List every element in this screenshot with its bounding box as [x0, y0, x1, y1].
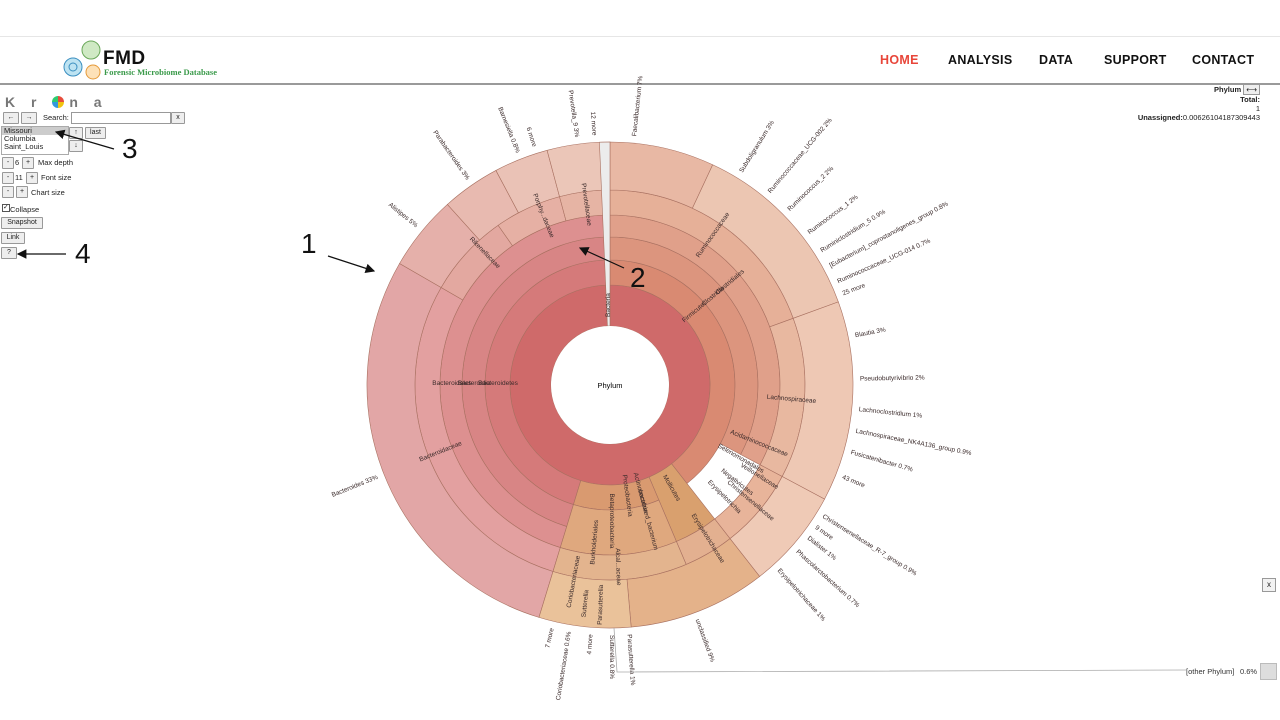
chart-label: Faecalibacterium 7%: [631, 75, 644, 136]
chart-label: Ruminococcus_2 2%: [786, 165, 835, 213]
top-nav-bar: [0, 36, 1280, 85]
chart-label: Subdoligranulum 3%: [738, 119, 776, 174]
center-label: Phylum: [597, 381, 622, 390]
nav-support-link[interactable]: SUPPORT: [1104, 53, 1167, 67]
chart-label: Sutterella: [581, 589, 591, 617]
search-clear-button[interactable]: x: [171, 112, 185, 124]
dataset-option[interactable]: Saint_Louis: [4, 142, 44, 151]
info-panel: Phylum ⟷ Total: 1 Unassigned:0.006261041…: [1138, 84, 1260, 122]
chart-label: 12 more: [589, 111, 598, 136]
other-phylum-leader-line: [613, 627, 1187, 673]
chart-label: 43 more: [841, 474, 866, 490]
total-value: 1: [1255, 104, 1260, 113]
max-depth-label: Max depth: [38, 158, 74, 167]
chart-label: Ruminococcaceae_UCG-014 0.7%: [836, 238, 931, 286]
other-phylum-label: [other Phylum]: [1186, 667, 1235, 676]
total-label: Total:: [1240, 95, 1260, 104]
chart-label: Bacteroidetes: [478, 380, 518, 387]
close-details-button[interactable]: x: [1262, 578, 1276, 592]
fmd-logo-icon[interactable]: [60, 38, 230, 80]
link-button[interactable]: Link: [1, 232, 25, 244]
font-size-value: 11: [15, 173, 23, 182]
nav-data-link[interactable]: DATA: [1039, 53, 1074, 67]
chart-label: Prevotella_9 3%: [567, 90, 581, 138]
chart-label: Coriobacteriaceae 0.6%: [555, 631, 573, 701]
chart-label: Alcal...aceae: [614, 548, 622, 586]
chart-size-minus-button[interactable]: -: [2, 186, 14, 198]
search-input[interactable]: [71, 112, 171, 124]
snapshot-button[interactable]: Snapshot: [1, 217, 43, 229]
chart-label: 6 more: [525, 126, 538, 148]
sutterella-wedge[interactable]: [538, 571, 632, 629]
chart-label: 4 more: [586, 634, 594, 655]
chart-label: Lachnoclostridium 1%: [858, 406, 922, 420]
annotation-4: 4: [75, 238, 91, 269]
chart-label: Lachnospiraceae_NK4A136_group 0.9%: [855, 428, 972, 457]
chart-label: Lachnospiraceae: [766, 394, 816, 405]
max-depth-minus-button[interactable]: -: [2, 157, 14, 169]
other-phylum-percent: 0.6%: [1240, 667, 1258, 676]
font-size-label: Font size: [41, 173, 72, 182]
forward-button[interactable]: →: [21, 112, 37, 124]
chart-size-label: Chart size: [31, 188, 65, 197]
annotation-2: 2: [630, 262, 646, 293]
nav-contact-link[interactable]: CONTACT: [1192, 53, 1255, 67]
dataset-option[interactable]: Columbia: [4, 134, 36, 143]
krona-logo: K r n a: [5, 94, 108, 110]
chart-label: Bacteroides 33%: [331, 474, 379, 499]
chart-label: Christensenellaceae_R-7_group 0.9%: [821, 513, 918, 577]
krona-wheel-icon: [52, 96, 65, 108]
chart-size-plus-button[interactable]: +: [16, 186, 28, 198]
rank-toggle-button[interactable]: ⟷: [1243, 84, 1260, 95]
chart-label: Sutterella 0.8%: [608, 635, 615, 679]
back-button[interactable]: ←: [3, 112, 19, 124]
logo-subtitle: Forensic Microbiome Database: [104, 67, 217, 77]
font-size-plus-button[interactable]: +: [26, 172, 38, 184]
chart-label: 25 more: [842, 282, 867, 297]
chart-label: Barnesiella 0.8%: [496, 106, 521, 154]
chart-label: Bacteroidales: [432, 380, 472, 387]
chart-label: Fusicatenibacter 0.7%: [850, 449, 914, 474]
chart-label: Parasutterella: [597, 584, 605, 625]
chart-label: Pseudobutyrivibrio 2%: [860, 375, 925, 383]
max-depth-plus-button[interactable]: +: [22, 157, 34, 169]
collapse-label: Collapse: [10, 205, 40, 214]
other-phylum-swatch: [1260, 663, 1277, 680]
chart-label: Parasutterella 1%: [625, 634, 636, 686]
wedge-group[interactable]: [366, 141, 854, 629]
chart-label: unclassified 9%: [694, 618, 716, 663]
nav-home-link[interactable]: HOME: [880, 53, 919, 67]
font-size-minus-button[interactable]: -: [2, 172, 14, 184]
search-label: Search:: [43, 113, 69, 122]
center-hole[interactable]: [551, 326, 669, 444]
max-depth-value: 6: [15, 158, 20, 167]
chart-label: Burkholderiales: [589, 519, 600, 565]
chart-label: Parabacteroides 3%: [431, 129, 470, 181]
chart-label: Bacteroidia: [458, 380, 491, 387]
collapse-checkbox[interactable]: ✓: [2, 204, 10, 212]
logo-title[interactable]: FMD: [103, 48, 146, 69]
chart-label: Betaproteobacteria: [608, 494, 615, 549]
annotation-3: 3: [122, 133, 138, 164]
nav-analysis-link[interactable]: ANALYSIS: [948, 53, 1013, 67]
help-button[interactable]: ?: [1, 247, 17, 259]
annotation-1: 1: [301, 228, 317, 259]
chart-label: Ruminococcaceae_UCG-002 2%: [767, 117, 834, 195]
rank-label: Phylum: [1214, 85, 1242, 94]
unassigned-value: 0.00626104187309443: [1182, 113, 1260, 122]
chart-label: Alistipes 5%: [387, 202, 419, 230]
unassigned-label: Unassigned:: [1137, 113, 1183, 122]
chart-label: 7 more: [544, 627, 555, 649]
chart-label: Bacteria: [605, 293, 612, 317]
dataset-option[interactable]: Missouri: [2, 127, 68, 135]
chart-label: Blautia 3%: [854, 326, 886, 339]
